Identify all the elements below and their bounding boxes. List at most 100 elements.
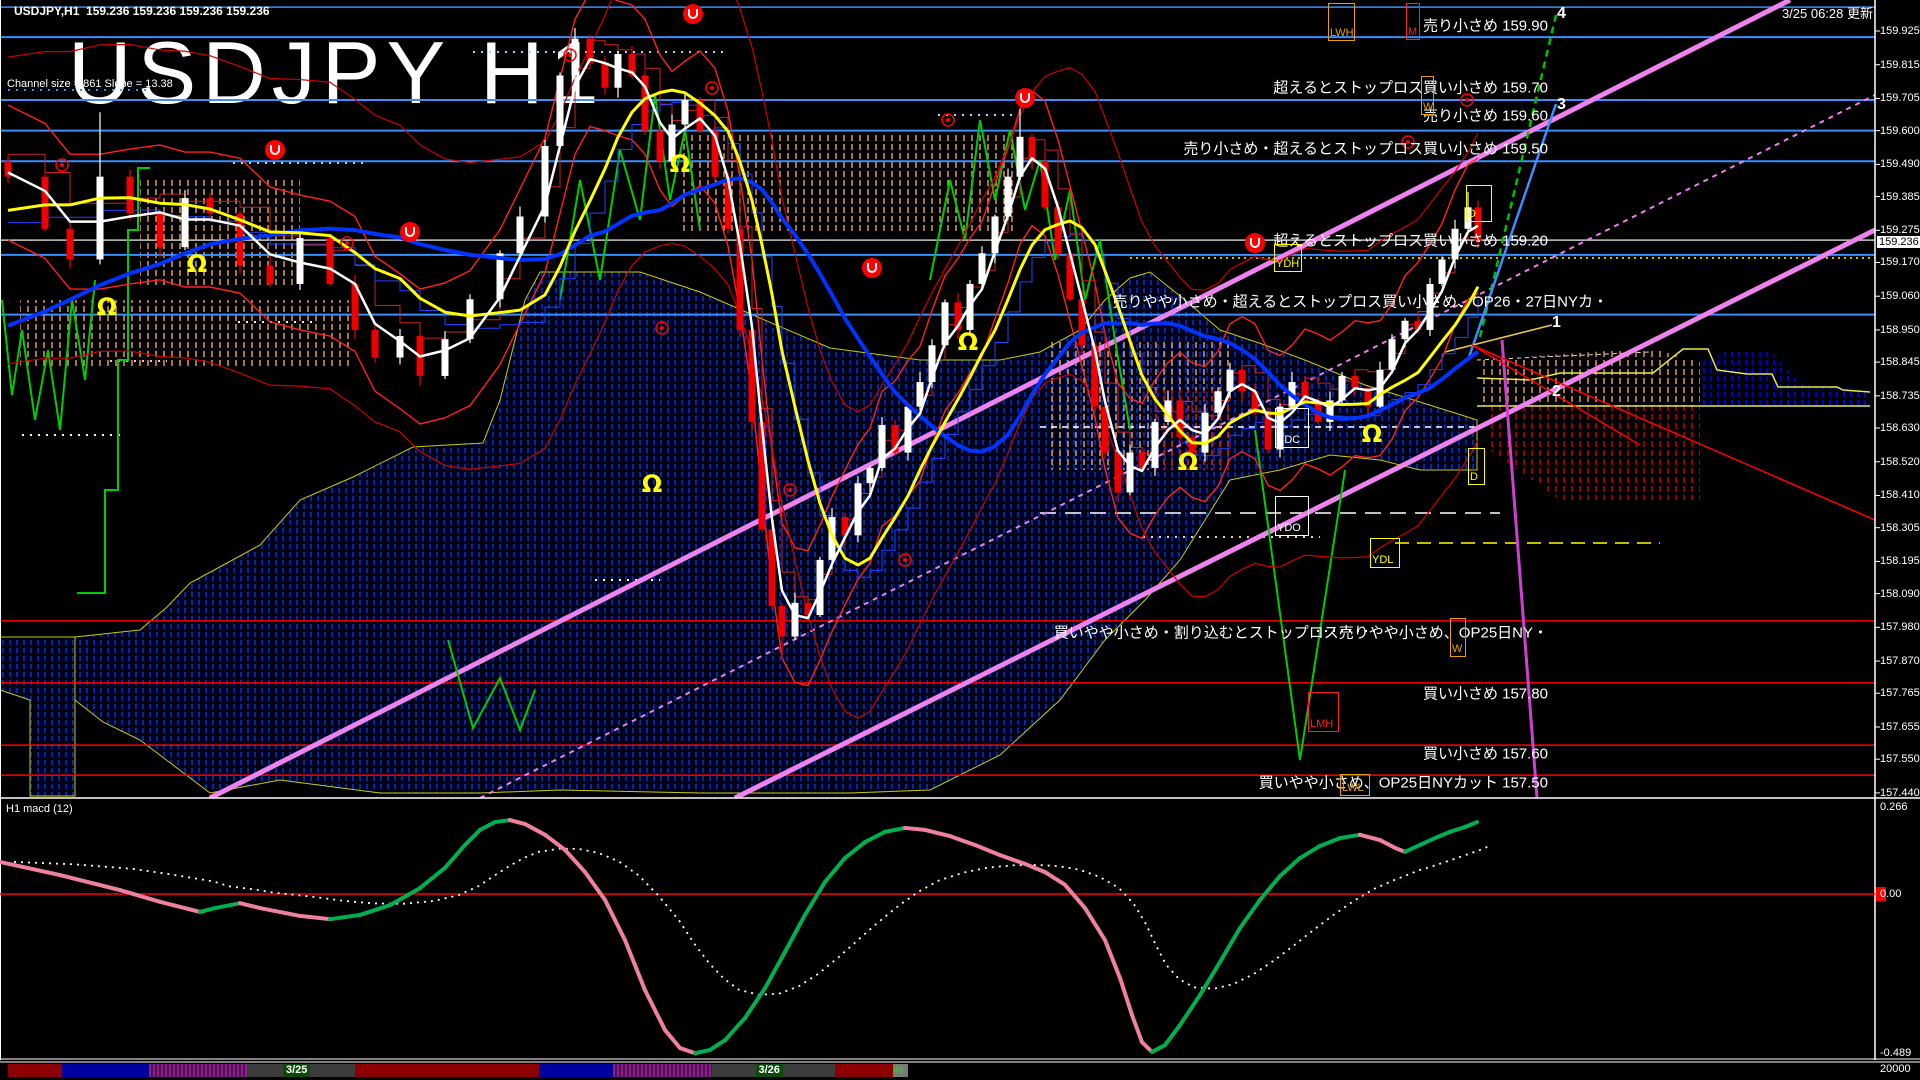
- macd-line-seg: [1023, 861, 1047, 875]
- macd-line-seg: [678, 1046, 697, 1056]
- candle-body-down: [1238, 369, 1246, 392]
- candle-body-down: [1264, 412, 1272, 450]
- candle-body-down: [1114, 452, 1122, 493]
- candle-body-down: [41, 176, 49, 229]
- red-arrow-marker-icon: [265, 140, 285, 160]
- candle-body-down: [724, 176, 732, 229]
- candle-body-up: [296, 237, 304, 284]
- timeline-segment-2[interactable]: [149, 1064, 247, 1077]
- macd-line-seg: [298, 913, 332, 922]
- macd-line-seg: [58, 873, 122, 893]
- ma-yellow-mid: [7, 88, 1480, 567]
- timeline-segment-4[interactable]: [355, 1064, 539, 1077]
- candle-body-up: [441, 339, 449, 376]
- blue-steep: [1466, 103, 1558, 361]
- candle-body-up: [681, 99, 689, 125]
- candle-body-down: [1066, 253, 1074, 300]
- macd-line-seg: [1418, 836, 1437, 847]
- red-arrow-marker-notch-icon: [867, 263, 877, 273]
- candle-body-down: [696, 99, 704, 131]
- candle-body-down: [804, 602, 812, 616]
- candle-body-up: [396, 336, 404, 358]
- timeline-segment-6[interactable]: [613, 1064, 712, 1077]
- candle-body-up: [854, 483, 862, 536]
- red-envelope-lower: [7, 242, 1479, 719]
- macd-line-seg: [623, 938, 647, 993]
- macd-line-seg: [1318, 836, 1342, 848]
- macd-line-seg: [883, 825, 907, 834]
- candle-body-down: [656, 130, 664, 162]
- candle-body-down: [351, 283, 359, 330]
- candle-body-up: [1426, 283, 1434, 330]
- macd-line-seg: [198, 906, 217, 914]
- ring-marker-dot-icon: [60, 163, 64, 167]
- macd-line-seg: [238, 901, 262, 911]
- macd-line-seg: [973, 842, 1002, 858]
- ring-marker-icon: [941, 113, 955, 127]
- candle-body-up: [878, 424, 886, 468]
- candle-body-down: [778, 605, 786, 637]
- red-arrow-marker-icon: [683, 4, 703, 24]
- timeline-segment-0[interactable]: [8, 1064, 62, 1077]
- timeline-segment-3[interactable]: [247, 1064, 355, 1077]
- candle-body-up: [466, 299, 474, 340]
- candle-body-down: [891, 424, 899, 453]
- timeline-segment-5[interactable]: [539, 1064, 613, 1077]
- future-kumo-span-a: [1476, 351, 1651, 361]
- candle-body-down: [1054, 207, 1062, 254]
- ring-marker-icon: [340, 236, 354, 250]
- ring-marker-icon: [1460, 93, 1474, 107]
- candle-body-up: [828, 516, 836, 560]
- candle-body-down: [1188, 437, 1196, 453]
- pink-channel-lower: [733, 227, 1875, 798]
- future-kumo-top: [1476, 348, 1871, 393]
- macd-zero-tag-box: [1876, 887, 1886, 901]
- macd-line-seg: [1178, 993, 1202, 1028]
- macd-line-seg: [1130, 1012, 1144, 1045]
- macd-line-seg: [823, 856, 847, 884]
- macd-line-seg: [693, 1047, 712, 1056]
- red-envelope-upper: [7, 0, 1479, 413]
- green-zigzag-2: [559, 94, 701, 301]
- red-arrow-marker-notch-icon: [1020, 93, 1030, 103]
- ma-white-fast: [7, 57, 1479, 620]
- candle-body-up: [668, 124, 676, 162]
- ring-marker-dot-icon: [1406, 140, 1410, 144]
- candle-body-down: [1041, 161, 1049, 208]
- macd-line-seg: [583, 870, 607, 902]
- candle-body-up: [1016, 136, 1024, 177]
- pink-dashed-mid: [479, 94, 1875, 798]
- red-arrow-marker-icon: [1015, 88, 1035, 108]
- candle-body-up: [1004, 176, 1012, 217]
- candle-body-up: [816, 559, 824, 616]
- candle-body-down: [371, 329, 379, 358]
- candle-body-down: [1414, 320, 1422, 330]
- macd-line-seg: [1298, 843, 1322, 861]
- timeline-segment-8[interactable]: [835, 1064, 893, 1077]
- red-arrow-marker-icon: [400, 222, 420, 242]
- timeline-segment-1[interactable]: [62, 1064, 149, 1077]
- candle-body-up: [541, 145, 549, 217]
- red-arrow-marker-icon: [862, 258, 882, 278]
- ichimoku-cloud-navy-0: [0, 636, 76, 797]
- candle-body-up: [556, 75, 564, 146]
- macd-line-seg: [1103, 938, 1122, 981]
- omega-marker-icon: Ω: [958, 328, 978, 356]
- red-fan-a: [1471, 344, 1875, 521]
- ring-marker-icon: [783, 483, 797, 497]
- ring-marker-icon: [655, 321, 669, 335]
- candle-body-up: [496, 253, 504, 300]
- macd-line-seg: [563, 847, 587, 875]
- macd-line-seg: [723, 1015, 747, 1043]
- timeline-segment-7[interactable]: [712, 1064, 835, 1077]
- omega-marker-icon: Ω: [187, 250, 207, 278]
- macd-line-seg: [903, 825, 927, 832]
- ichimoku-cloud-bluef-9: [1700, 350, 1867, 406]
- red-arrow-marker-notch-icon: [688, 9, 698, 19]
- magenta-steep-down: [1500, 339, 1539, 798]
- candle-body-down: [1474, 207, 1482, 242]
- macd-line-seg: [1258, 874, 1282, 902]
- candle-body-down: [954, 302, 962, 330]
